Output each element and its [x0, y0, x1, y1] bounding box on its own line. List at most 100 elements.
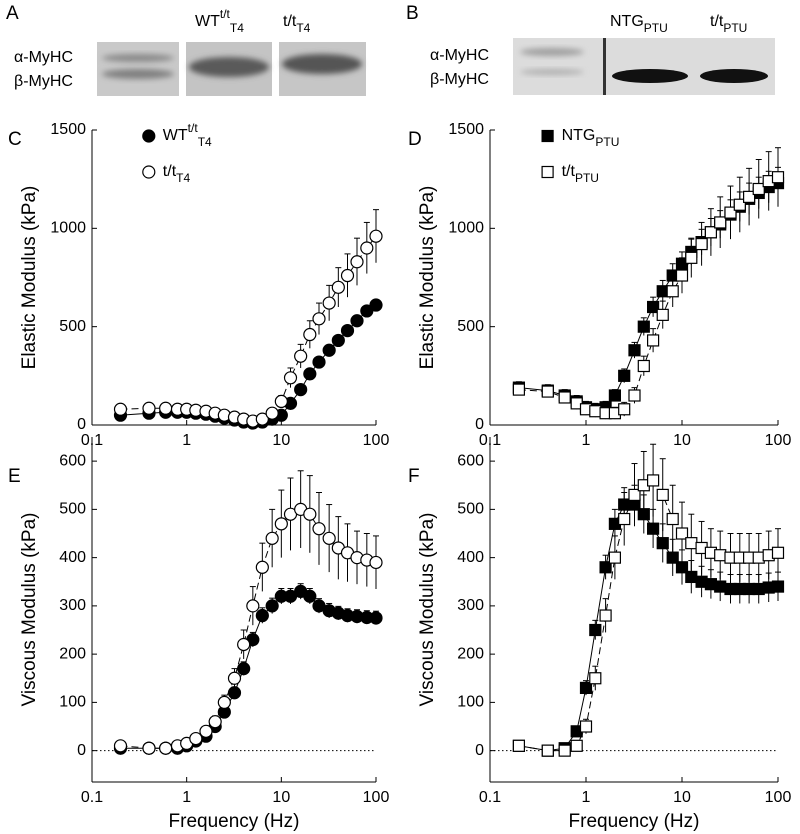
marker: [771, 580, 785, 593]
y-tick-label: 1000: [448, 220, 484, 237]
marker: [255, 608, 269, 623]
x-axis-label: Frequency (Hz): [169, 811, 300, 832]
marker: [208, 715, 222, 729]
lane-header: WTt/tT4: [195, 7, 244, 35]
lane-header-sub: T4: [230, 21, 244, 35]
marker: [724, 206, 737, 219]
legend-marker: [142, 165, 156, 179]
marker: [675, 527, 689, 540]
marker: [666, 285, 679, 298]
y-tick-label: 200: [457, 645, 484, 662]
marker: [714, 549, 727, 562]
marker: [647, 300, 660, 314]
series-line: [518, 182, 779, 410]
marker: [303, 327, 317, 342]
marker: [369, 611, 383, 625]
marker: [294, 349, 308, 363]
y-tick-label: 500: [59, 501, 86, 518]
y-tick-label: 1000: [50, 220, 86, 237]
x-tick-label: 10: [673, 789, 691, 806]
y-tick-label: 0: [475, 742, 484, 759]
marker: [274, 394, 288, 408]
marker: [656, 537, 669, 550]
lane-header: t/tT4: [283, 13, 311, 35]
marker: [541, 385, 554, 398]
marker: [113, 739, 128, 753]
y-tick-label: 100: [59, 694, 86, 711]
y-tick-label: 500: [457, 501, 484, 518]
marker: [685, 251, 698, 264]
marker: [608, 389, 621, 402]
marker: [628, 344, 641, 357]
marker: [113, 402, 128, 416]
lane-header-base: WT: [195, 13, 220, 30]
marker: [685, 537, 698, 550]
x-tick-label: 1: [182, 432, 191, 449]
x-tick-label: 1: [582, 432, 591, 449]
y-tick-label: 500: [457, 318, 484, 335]
marker: [685, 570, 698, 584]
marker: [637, 320, 650, 333]
gel-image: [97, 42, 366, 96]
marker: [322, 296, 336, 310]
marker: [369, 229, 383, 243]
marker: [255, 560, 269, 574]
marker: [512, 383, 525, 396]
marker: [340, 268, 355, 283]
marker: [340, 324, 355, 338]
legend-label-sub: PTU: [595, 135, 619, 149]
panel-letter: D: [408, 129, 422, 150]
marker: [142, 401, 156, 415]
marker: [303, 367, 317, 381]
marker: [227, 686, 242, 700]
marker: [558, 744, 571, 757]
lane-header-base: NTG: [610, 13, 644, 30]
marker: [704, 226, 717, 239]
x-tick-label: 0.1: [81, 789, 103, 806]
y-tick-label: 300: [457, 597, 484, 614]
legend-label-base: WT: [163, 127, 188, 144]
legend-label: t/tPTU: [562, 163, 599, 185]
y-tick-label: 600: [457, 452, 484, 469]
gel-image: [513, 38, 775, 95]
y-tick-label: 400: [59, 549, 86, 566]
marker: [217, 695, 231, 709]
marker: [743, 190, 756, 203]
legend-label-sub: T4: [198, 135, 212, 149]
y-axis-label: Viscous Modulus (kPa): [19, 513, 40, 707]
x-tick-label: 1: [182, 789, 191, 806]
marker: [589, 623, 602, 637]
marker: [237, 637, 251, 652]
x-tick-label: 100: [765, 432, 792, 449]
marker: [752, 182, 765, 196]
marker: [331, 333, 345, 348]
y-tick-label: 100: [457, 694, 484, 711]
marker: [283, 371, 298, 385]
marker: [189, 731, 203, 746]
series-line: [120, 304, 377, 424]
x-tick-label: 100: [363, 789, 390, 806]
x-tick-label: 10: [272, 432, 290, 449]
panel-letter: F: [408, 466, 420, 487]
marker: [656, 285, 669, 298]
marker: [637, 359, 650, 373]
lane-header-base: t/t: [710, 13, 724, 30]
marker: [369, 298, 383, 312]
marker: [599, 609, 612, 622]
legend-marker: [541, 129, 554, 143]
marker: [512, 739, 525, 752]
lane-header-sup: t/t: [220, 7, 231, 21]
marker: [541, 744, 554, 757]
marker: [628, 389, 641, 402]
series-line: [518, 504, 779, 752]
marker: [227, 671, 242, 685]
marker: [628, 488, 641, 502]
marker: [599, 561, 612, 574]
marker: [558, 391, 571, 404]
x-tick-label: 0.1: [479, 789, 501, 806]
marker: [331, 280, 345, 294]
marker: [246, 599, 260, 613]
y-tick-label: 200: [59, 645, 86, 662]
legend-marker: [541, 165, 554, 179]
